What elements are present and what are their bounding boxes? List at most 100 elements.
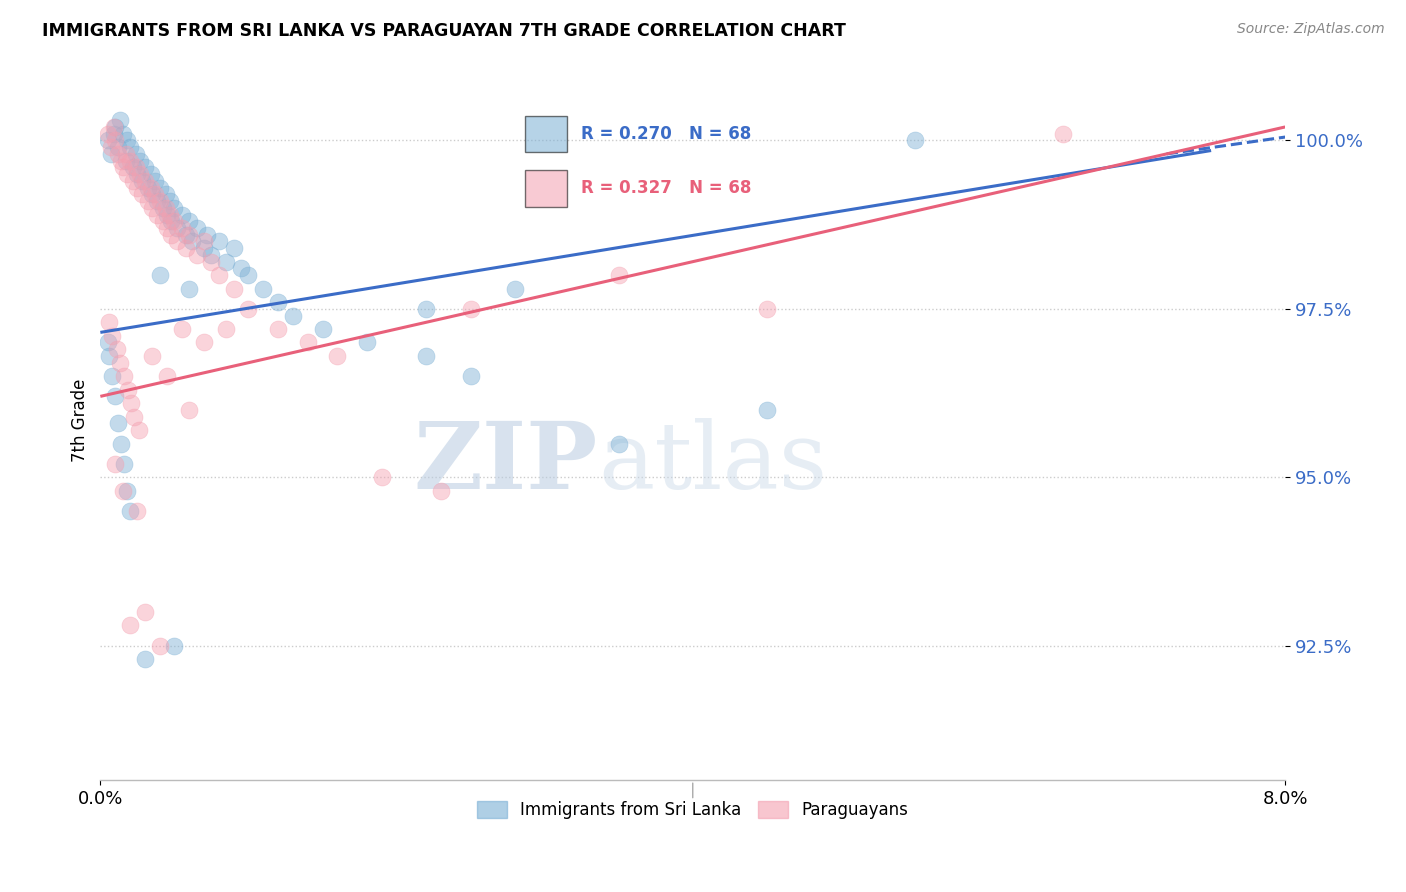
Paraguayans <box>97 127 120 141</box>
Paraguayans <box>155 201 177 215</box>
Paraguayans <box>112 369 135 384</box>
Immigrants from Sri Lanka <box>108 113 131 128</box>
Paraguayans <box>114 147 136 161</box>
Immigrants from Sri Lanka <box>139 167 162 181</box>
Immigrants from Sri Lanka <box>103 127 125 141</box>
Immigrants from Sri Lanka <box>97 335 120 350</box>
Immigrants from Sri Lanka <box>100 147 122 161</box>
Immigrants from Sri Lanka <box>179 282 201 296</box>
Immigrants from Sri Lanka <box>152 201 174 215</box>
Immigrants from Sri Lanka <box>125 147 148 161</box>
Immigrants from Sri Lanka <box>166 221 188 235</box>
Paraguayans <box>118 618 141 632</box>
Paraguayans <box>145 207 167 221</box>
Paraguayans <box>141 201 163 215</box>
Paraguayans <box>129 167 152 181</box>
Paraguayans <box>104 457 127 471</box>
Immigrants from Sri Lanka <box>129 153 152 168</box>
Text: atlas: atlas <box>598 418 827 508</box>
Paraguayans <box>141 349 163 363</box>
Immigrants from Sri Lanka <box>229 261 252 276</box>
Immigrants from Sri Lanka <box>222 241 245 255</box>
Immigrants from Sri Lanka <box>114 153 136 168</box>
Paraguayans <box>115 167 138 181</box>
Immigrants from Sri Lanka <box>104 389 127 403</box>
Immigrants from Sri Lanka <box>163 201 186 215</box>
Immigrants from Sri Lanka <box>118 140 141 154</box>
Immigrants from Sri Lanka <box>356 335 378 350</box>
Paraguayans <box>170 221 193 235</box>
Text: ZIP: ZIP <box>413 418 598 508</box>
Paraguayans <box>104 133 127 147</box>
Paraguayans <box>122 174 145 188</box>
Immigrants from Sri Lanka <box>110 436 132 450</box>
Immigrants from Sri Lanka <box>170 207 193 221</box>
Paraguayans <box>108 356 131 370</box>
Immigrants from Sri Lanka <box>118 504 141 518</box>
Paraguayans <box>267 322 290 336</box>
Immigrants from Sri Lanka <box>281 309 304 323</box>
Immigrants from Sri Lanka <box>107 140 129 154</box>
Immigrants from Sri Lanka <box>607 436 630 450</box>
Paraguayans <box>128 423 150 437</box>
Paraguayans <box>139 180 162 194</box>
Immigrants from Sri Lanka <box>252 282 274 296</box>
Immigrants from Sri Lanka <box>174 227 197 242</box>
Paraguayans <box>1052 127 1074 141</box>
Immigrants from Sri Lanka <box>149 180 172 194</box>
Paraguayans <box>149 194 172 208</box>
Text: Source: ZipAtlas.com: Source: ZipAtlas.com <box>1237 22 1385 37</box>
Immigrants from Sri Lanka <box>460 369 482 384</box>
Immigrants from Sri Lanka <box>159 194 181 208</box>
Immigrants from Sri Lanka <box>112 457 135 471</box>
Paraguayans <box>607 268 630 282</box>
Immigrants from Sri Lanka <box>503 282 526 296</box>
Paraguayans <box>222 282 245 296</box>
Paraguayans <box>143 187 166 202</box>
Paraguayans <box>193 235 215 249</box>
Immigrants from Sri Lanka <box>311 322 333 336</box>
Immigrants from Sri Lanka <box>755 402 778 417</box>
Text: IMMIGRANTS FROM SRI LANKA VS PARAGUAYAN 7TH GRADE CORRELATION CHART: IMMIGRANTS FROM SRI LANKA VS PARAGUAYAN … <box>42 22 846 40</box>
Paraguayans <box>120 396 142 410</box>
Paraguayans <box>170 322 193 336</box>
Immigrants from Sri Lanka <box>155 187 177 202</box>
Paraguayans <box>159 207 181 221</box>
Paraguayans <box>238 301 260 316</box>
Immigrants from Sri Lanka <box>238 268 260 282</box>
Paraguayans <box>166 235 188 249</box>
Paraguayans <box>297 335 319 350</box>
Paraguayans <box>111 483 134 498</box>
Paraguayans <box>326 349 349 363</box>
Paraguayans <box>125 161 148 175</box>
Paraguayans <box>131 187 153 202</box>
Immigrants from Sri Lanka <box>145 194 167 208</box>
Paraguayans <box>208 268 231 282</box>
Immigrants from Sri Lanka <box>215 254 238 268</box>
Paraguayans <box>127 180 149 194</box>
Immigrants from Sri Lanka <box>131 174 153 188</box>
Immigrants from Sri Lanka <box>149 268 172 282</box>
Paraguayans <box>156 369 179 384</box>
Immigrants from Sri Lanka <box>179 214 201 228</box>
Immigrants from Sri Lanka <box>136 180 159 194</box>
Immigrants from Sri Lanka <box>134 652 156 666</box>
Paraguayans <box>179 227 201 242</box>
Paraguayans <box>163 214 186 228</box>
Paraguayans <box>152 214 174 228</box>
Paraguayans <box>100 140 122 154</box>
Immigrants from Sri Lanka <box>186 221 208 235</box>
Paraguayans <box>149 639 172 653</box>
Immigrants from Sri Lanka <box>98 349 121 363</box>
Immigrants from Sri Lanka <box>208 235 231 249</box>
Paraguayans <box>103 120 125 134</box>
Paraguayans <box>98 315 121 329</box>
Immigrants from Sri Lanka <box>904 133 927 147</box>
Immigrants from Sri Lanka <box>127 167 149 181</box>
Legend: Immigrants from Sri Lanka, Paraguayans: Immigrants from Sri Lanka, Paraguayans <box>471 795 915 826</box>
Immigrants from Sri Lanka <box>101 369 124 384</box>
Immigrants from Sri Lanka <box>200 248 222 262</box>
Paraguayans <box>111 161 134 175</box>
Paraguayans <box>215 322 238 336</box>
Paraguayans <box>371 470 394 484</box>
